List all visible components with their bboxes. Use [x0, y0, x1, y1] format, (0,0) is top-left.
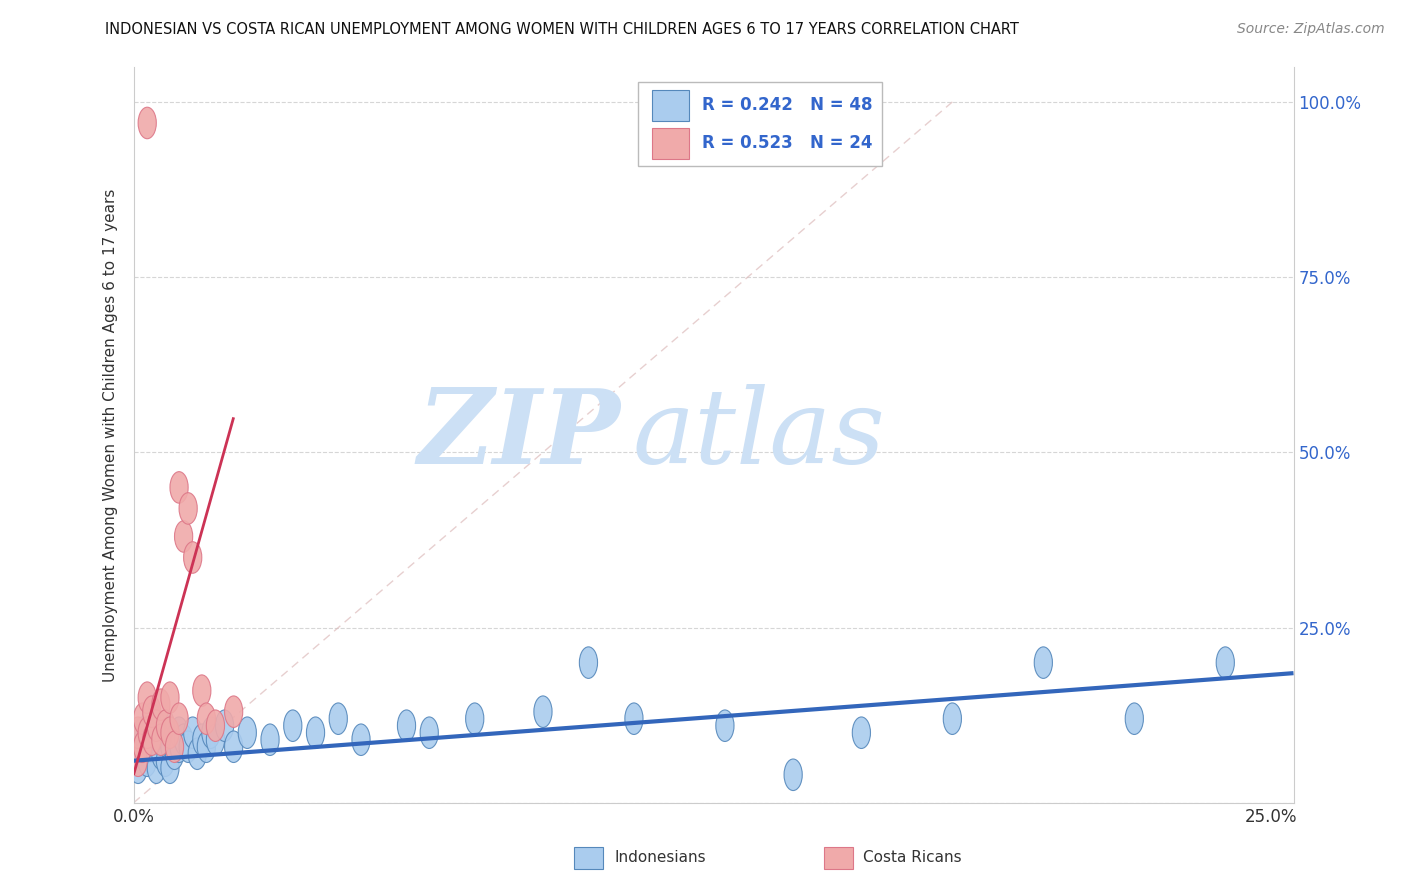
Ellipse shape — [188, 738, 207, 770]
Ellipse shape — [160, 681, 179, 714]
Ellipse shape — [193, 675, 211, 706]
Ellipse shape — [179, 492, 197, 524]
Ellipse shape — [534, 696, 553, 728]
Ellipse shape — [166, 731, 184, 763]
Ellipse shape — [624, 703, 643, 734]
Ellipse shape — [142, 731, 160, 763]
Ellipse shape — [184, 541, 202, 574]
Ellipse shape — [148, 717, 166, 748]
Ellipse shape — [160, 717, 179, 748]
Text: Costa Ricans: Costa Ricans — [863, 850, 962, 865]
Ellipse shape — [579, 647, 598, 679]
Ellipse shape — [1035, 647, 1053, 679]
Ellipse shape — [207, 724, 225, 756]
Ellipse shape — [207, 710, 225, 741]
Ellipse shape — [134, 731, 152, 763]
Ellipse shape — [197, 731, 215, 763]
Text: INDONESIAN VS COSTA RICAN UNEMPLOYMENT AMONG WOMEN WITH CHILDREN AGES 6 TO 17 YE: INDONESIAN VS COSTA RICAN UNEMPLOYMENT A… — [105, 22, 1019, 37]
Ellipse shape — [152, 724, 170, 756]
Ellipse shape — [716, 710, 734, 741]
Ellipse shape — [170, 703, 188, 734]
FancyBboxPatch shape — [824, 847, 852, 869]
Ellipse shape — [329, 703, 347, 734]
Ellipse shape — [170, 472, 188, 503]
Ellipse shape — [138, 717, 156, 748]
FancyBboxPatch shape — [575, 847, 603, 869]
Ellipse shape — [174, 521, 193, 552]
Ellipse shape — [160, 731, 179, 763]
Ellipse shape — [129, 752, 148, 783]
Ellipse shape — [420, 717, 439, 748]
Ellipse shape — [138, 681, 156, 714]
Ellipse shape — [785, 759, 803, 790]
Ellipse shape — [174, 724, 193, 756]
Text: ZIP: ZIP — [418, 384, 621, 485]
Ellipse shape — [129, 745, 148, 777]
Ellipse shape — [166, 724, 184, 756]
Ellipse shape — [138, 107, 156, 139]
Ellipse shape — [134, 717, 152, 748]
Ellipse shape — [142, 696, 160, 728]
Ellipse shape — [148, 752, 166, 783]
Text: R = 0.242   N = 48: R = 0.242 N = 48 — [702, 96, 873, 114]
Ellipse shape — [138, 745, 156, 777]
Ellipse shape — [238, 717, 256, 748]
Ellipse shape — [156, 710, 174, 741]
Ellipse shape — [156, 745, 174, 777]
Text: Source: ZipAtlas.com: Source: ZipAtlas.com — [1237, 22, 1385, 37]
Ellipse shape — [307, 717, 325, 748]
Ellipse shape — [202, 717, 219, 748]
Ellipse shape — [193, 724, 211, 756]
Ellipse shape — [170, 717, 188, 748]
Y-axis label: Unemployment Among Women with Children Ages 6 to 17 years: Unemployment Among Women with Children A… — [103, 188, 118, 681]
Ellipse shape — [284, 710, 302, 741]
Ellipse shape — [197, 703, 215, 734]
Ellipse shape — [352, 724, 370, 756]
Ellipse shape — [134, 703, 152, 734]
Ellipse shape — [1125, 703, 1143, 734]
Ellipse shape — [170, 731, 188, 763]
FancyBboxPatch shape — [638, 81, 882, 166]
Text: R = 0.523   N = 24: R = 0.523 N = 24 — [702, 135, 873, 153]
Ellipse shape — [148, 710, 166, 741]
Ellipse shape — [398, 710, 416, 741]
Text: atlas: atlas — [633, 384, 886, 485]
Ellipse shape — [129, 717, 148, 748]
Ellipse shape — [225, 731, 243, 763]
Ellipse shape — [262, 724, 280, 756]
Ellipse shape — [179, 731, 197, 763]
Ellipse shape — [152, 689, 170, 721]
Ellipse shape — [215, 710, 233, 741]
Ellipse shape — [225, 696, 243, 728]
FancyBboxPatch shape — [652, 90, 689, 120]
Text: Indonesians: Indonesians — [614, 850, 707, 865]
Ellipse shape — [152, 738, 170, 770]
Ellipse shape — [134, 738, 152, 770]
Ellipse shape — [142, 724, 160, 756]
Ellipse shape — [184, 717, 202, 748]
Ellipse shape — [465, 703, 484, 734]
FancyBboxPatch shape — [652, 128, 689, 159]
Ellipse shape — [166, 738, 184, 770]
Ellipse shape — [138, 724, 156, 756]
Ellipse shape — [852, 717, 870, 748]
Ellipse shape — [152, 724, 170, 756]
Ellipse shape — [1216, 647, 1234, 679]
Ellipse shape — [142, 703, 160, 734]
Ellipse shape — [156, 710, 174, 741]
Ellipse shape — [943, 703, 962, 734]
Ellipse shape — [160, 752, 179, 783]
